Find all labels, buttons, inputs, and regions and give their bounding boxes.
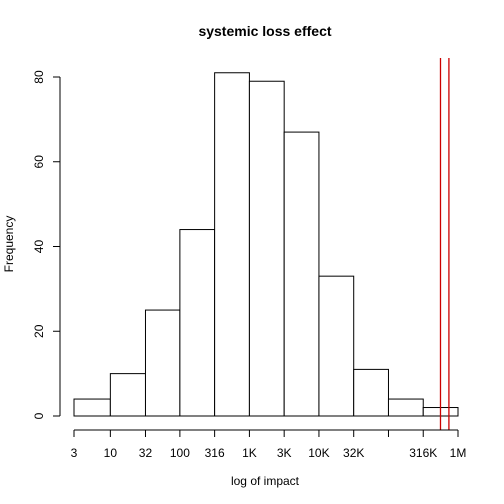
x-axis: 3 10 32 100 316 1K 3K 10K 32K 316K 1M — [71, 430, 467, 460]
y-axis: 0 20 40 60 80 — [32, 70, 60, 419]
histogram-bar — [215, 73, 250, 416]
reference-lines-group — [440, 58, 448, 430]
bars-group — [74, 73, 458, 416]
x-tick-label: 1K — [242, 446, 257, 460]
x-tick-label: 3 — [71, 446, 78, 460]
histogram-bar — [74, 399, 110, 416]
histogram-bar — [110, 374, 145, 416]
x-tick-label: 10 — [104, 446, 118, 460]
x-tick-label: 32 — [139, 446, 153, 460]
x-tick-label: 316K — [409, 446, 437, 460]
y-tick-label: 40 — [32, 240, 46, 254]
y-tick-label: 60 — [32, 155, 46, 169]
chart-title: systemic loss effect — [198, 23, 331, 39]
histogram-bar — [388, 399, 423, 416]
x-tick-label: 10K — [308, 446, 329, 460]
y-tick-label: 20 — [32, 324, 46, 338]
x-tick-label: 316 — [205, 446, 225, 460]
histogram-bar — [284, 132, 319, 416]
x-tick-label: 1M — [450, 446, 467, 460]
y-axis-label: Frequency — [2, 216, 16, 273]
histogram-bar — [354, 369, 389, 416]
histogram-bar — [145, 310, 179, 416]
y-tick-label: 80 — [32, 70, 46, 84]
histogram-bar — [319, 276, 354, 416]
histogram-bar — [180, 230, 215, 416]
y-tick-label: 0 — [32, 412, 46, 419]
x-tick-label: 100 — [170, 446, 190, 460]
x-tick-label: 3K — [277, 446, 292, 460]
x-tick-label: 32K — [343, 446, 364, 460]
histogram-bar — [249, 81, 284, 416]
x-axis-label: log of impact — [231, 474, 300, 488]
